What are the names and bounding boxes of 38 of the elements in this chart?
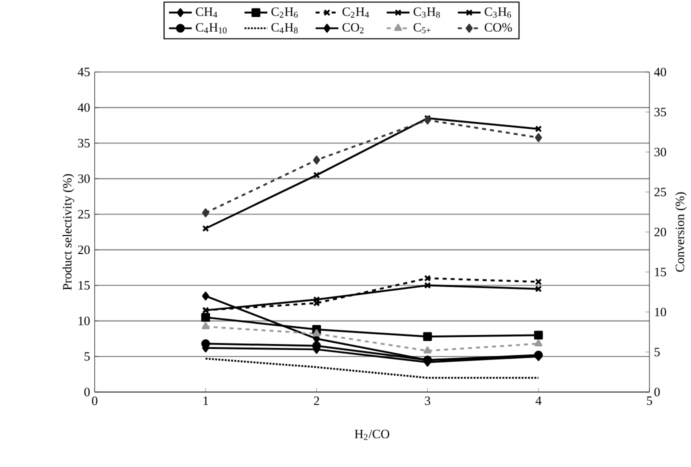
y-tick-label: 10 [78,316,90,326]
legend-label: C$_{5+}$ [414,23,431,34]
legend-label: C$_{3}$H$_{8}$ [414,8,440,18]
y2-tick-label: 20 [654,228,666,236]
legend-label: C$_{3}$H$_{6}$ [484,8,512,18]
x-tick-label: 5 [646,396,652,406]
x-tick-label: 3 [424,396,430,406]
y-tick-label: 5 [84,352,90,361]
legend-label: CO% [484,23,512,32]
y2-tick-label: 10 [655,308,666,316]
y2-tick-label: 25 [654,188,666,196]
legend-label: C$_{4}$H$_{8}$ [271,23,298,34]
y-tick-label: 30 [78,174,90,184]
y2-tick-label: 40 [654,68,666,76]
y-tick-label: 25 [78,210,90,219]
legend-label: C$_{4}$H$_{10}$ [196,23,227,34]
y-tick-label: 45 [78,68,90,76]
legend-label: CH$_{4}$ [196,8,218,18]
legend-label: C$_{2}$H$_{4}$ [342,8,369,18]
y2-tick-label: 0 [654,388,660,396]
legend-label: CO$_{2}$ [342,23,364,34]
y2-tick-label: 35 [654,108,666,116]
y-tick-label: 0 [84,388,90,396]
x-axis-title: H$_{2}$/CO [354,430,390,440]
y2-tick-label: 30 [654,148,666,156]
y2-tick-label: 15 [655,268,666,276]
y-tick-label: 40 [78,103,90,112]
x-tick-label: 0 [92,396,98,406]
y2-axis-title: Conversion (%) [675,192,687,272]
y-tick-label: 15 [78,281,90,290]
y-tick-label: 35 [78,139,90,148]
x-tick-label: 1 [204,396,208,406]
y-tick-label: 20 [78,246,90,254]
y-axis-title: Product selectivity (%) [62,174,74,290]
legend-label: C$_{2}$H$_{6}$ [271,8,298,18]
y2-tick-label: 5 [654,348,660,356]
x-tick-label: 2 [314,396,320,406]
x-tick-label: 4 [536,396,542,406]
